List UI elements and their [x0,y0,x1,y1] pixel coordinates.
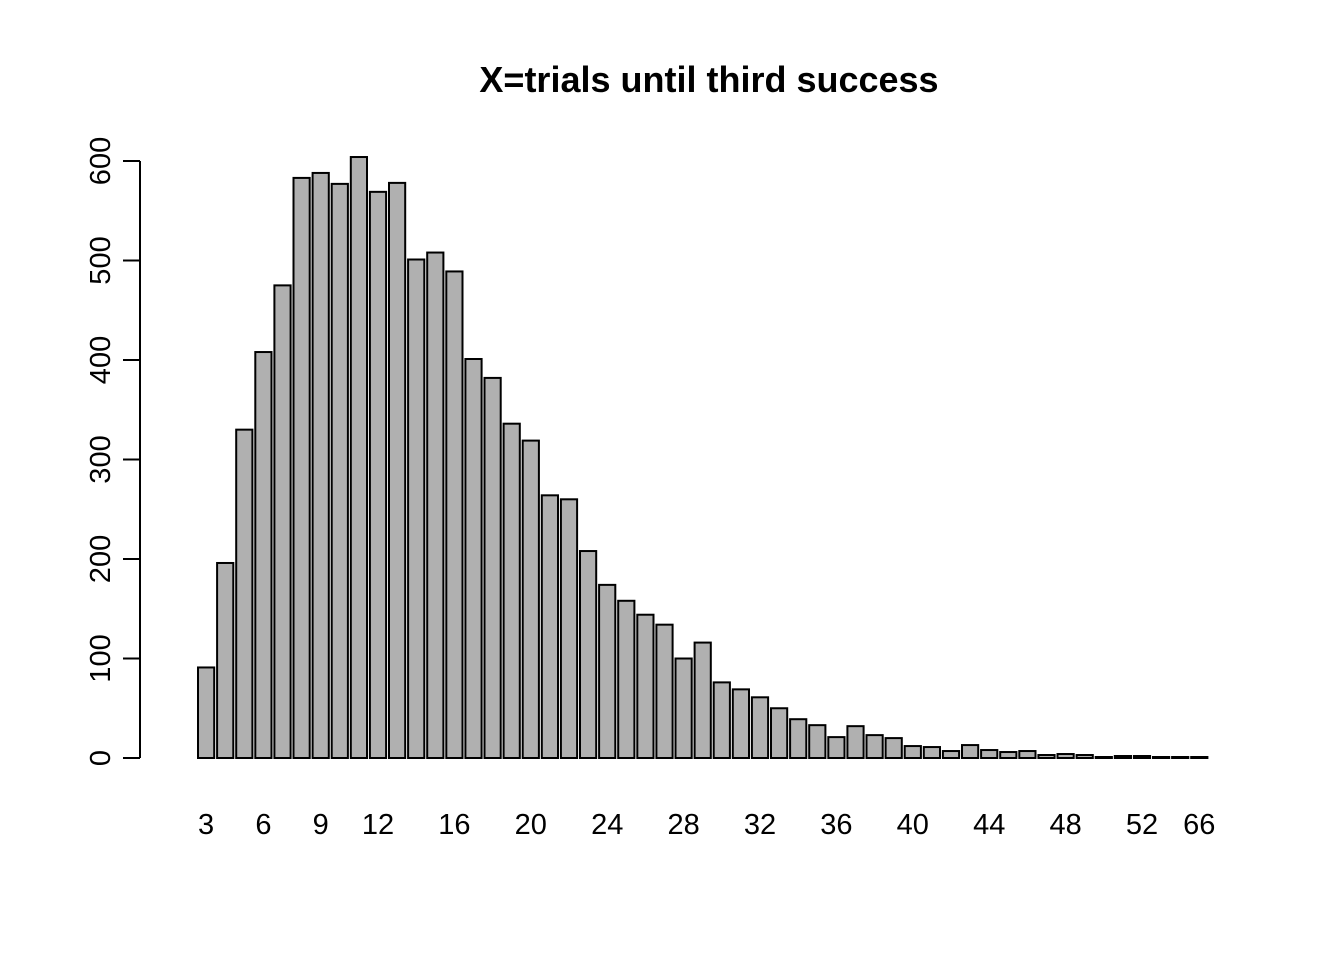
bar [1037,754,1056,760]
bar [884,737,903,759]
x-tick-label: 6 [255,809,271,841]
bar [1018,750,1037,760]
bar [426,251,445,759]
bar [674,657,693,759]
bar [999,751,1018,760]
bar [903,745,922,759]
bar [865,734,884,759]
bar [235,428,254,759]
x-tick-label: 40 [897,809,929,841]
bar [636,613,655,759]
bar [808,724,827,759]
x-axis-labels: 3 6 9 12 16 20 24 28 32 36 40 44 48 52 66 [198,809,1215,841]
bar [750,696,770,759]
bar [407,258,426,759]
bar [941,750,961,760]
bar [617,599,636,759]
x-tick-label: 12 [362,809,394,841]
bar [1056,753,1075,760]
bar [693,641,712,760]
bar [770,707,789,759]
bar [1075,754,1094,760]
bar [846,725,865,759]
x-tick-label: 9 [313,809,329,841]
x-tick-label: 20 [515,809,547,841]
y-tick-label: 500 [85,236,117,284]
bar [330,182,349,759]
bar [292,176,311,760]
bar [961,744,980,760]
bar [1152,756,1171,759]
x-tick-label: 28 [667,809,699,841]
bar [445,270,464,759]
bar [349,156,368,759]
y-tick-label: 0 [85,750,117,766]
bar [1171,756,1190,759]
bar [1113,755,1133,760]
bar [789,718,808,760]
bar [521,439,540,759]
bar [502,422,521,759]
x-tick-label: 52 [1126,809,1158,841]
x-tick-label: 48 [1049,809,1081,841]
x-tick-label: 16 [438,809,470,841]
x-tick-label: 32 [744,809,776,841]
bar [1094,756,1113,759]
bar [712,681,731,760]
bars-group [197,156,1209,760]
bar [197,666,216,760]
y-axis: 0 100 200 300 400 500 600 [85,137,141,766]
bar [922,746,941,759]
bar [311,171,330,759]
bar [559,498,579,759]
bar [980,749,999,759]
bar [579,550,598,759]
y-tick-label: 600 [85,137,117,185]
x-tick-label: 24 [591,809,623,841]
y-tick-label: 400 [85,336,117,384]
bar [540,494,559,759]
bar [464,358,483,759]
bar [827,736,846,759]
bar [216,561,235,759]
y-tick-label: 100 [85,634,117,682]
bar [731,688,750,759]
x-tick-label: 44 [973,809,1005,841]
bar [1190,756,1209,759]
bar [483,376,502,759]
bar [273,284,292,760]
x-tick-label: 3 [198,809,214,841]
bar [1132,755,1152,760]
x-tick-label: 36 [820,809,852,841]
chart-title: X=trials until third success [479,59,938,100]
x-tick-label: 66 [1183,809,1215,841]
bar [598,583,617,759]
bar [368,190,388,760]
y-tick-label: 300 [85,435,117,483]
bar [388,181,407,759]
bar [254,351,273,759]
bar [655,623,674,759]
y-tick-label: 200 [85,535,117,583]
